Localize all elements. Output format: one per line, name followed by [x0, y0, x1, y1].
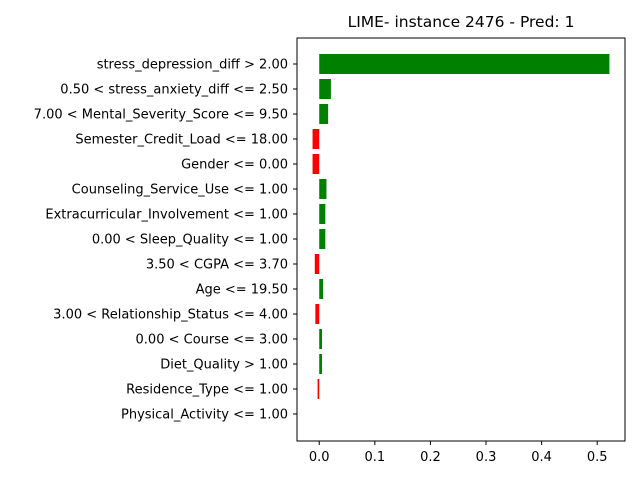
y-tick-labels: stress_depression_diff > 2.00 0.50 < stre… [34, 58, 297, 423]
bar-5 [319, 179, 327, 199]
plot-frame [296, 37, 626, 442]
bar-11 [319, 329, 323, 349]
y-tick-label-13: Residence_Type <= 1.00 [126, 383, 288, 398]
bar-13 [317, 379, 320, 399]
y-tick-label-11: 0.00 < Course <= 3.00 [136, 333, 288, 348]
x-tick-label-1: 0.1 [364, 450, 385, 465]
y-tick-label-10: 3.00 < Relationship_Status <= 4.00 [53, 308, 288, 323]
bar-3 [312, 129, 320, 149]
bar-8 [314, 254, 320, 274]
chart-title: LIME- instance 2476 - Pred: 1 [348, 13, 575, 31]
x-tick-label-3: 0.3 [476, 450, 497, 465]
y-tick-label-8: 3.50 < CGPA <= 3.70 [146, 258, 288, 273]
y-tick-label-2: 7.00 < Mental_Severity_Score <= 9.50 [34, 108, 288, 123]
bar-9 [319, 279, 324, 299]
y-tick-label-1: 0.50 < stress_anxiety_diff <= 2.50 [60, 83, 288, 98]
x-tick-label-4: 0.4 [531, 450, 552, 465]
y-tick-label-9: Age <= 19.50 [196, 283, 288, 298]
y-tick-label-7: 0.00 < Sleep_Quality <= 1.00 [92, 233, 288, 248]
bar-10 [315, 304, 320, 324]
y-tick-label-6: Extracurricular_Involvement <= 1.00 [45, 208, 288, 223]
y-tick-label-4: Gender <= 0.00 [181, 158, 288, 173]
bar-12 [319, 354, 323, 374]
y-tick-label-12: Diet_Quality > 1.00 [160, 358, 288, 373]
x-tick-label-5: 0.5 [587, 450, 608, 465]
y-tick-label-5: Counseling_Service_Use <= 1.00 [72, 183, 288, 198]
bar-1 [319, 79, 331, 99]
y-tick-label-14: Physical_Activity <= 1.00 [121, 408, 288, 423]
bar-7 [319, 229, 326, 249]
x-tick-label-0: 0.0 [309, 450, 330, 465]
x-axis: 0.0 0.1 0.2 0.3 0.4 0.5 [309, 441, 608, 465]
bars-layer [312, 54, 610, 399]
bar-0 [319, 54, 610, 74]
bar-2 [319, 104, 329, 124]
bar-4 [312, 154, 320, 174]
y-tick-label-3: Semester_Credit_Load <= 18.00 [75, 133, 288, 148]
bar-6 [319, 204, 326, 224]
y-tick-label-0: stress_depression_diff > 2.00 [97, 58, 288, 73]
x-tick-label-2: 0.2 [420, 450, 441, 465]
